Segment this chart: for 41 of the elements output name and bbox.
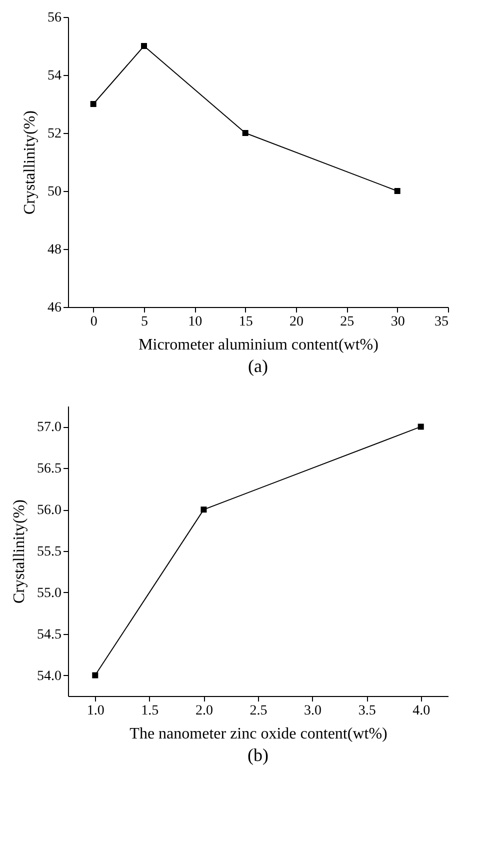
x-tick-label: 30 (390, 314, 405, 330)
point (394, 188, 400, 194)
y-tick-label: 50 (48, 184, 62, 200)
y-axis-title: Crystallinity(%) (22, 110, 38, 214)
point (90, 101, 96, 107)
point (92, 672, 98, 678)
x-tick-label: 25 (340, 314, 354, 330)
x-axis-title: The nanometer zinc oxide content(wt%) (130, 726, 388, 742)
y-tick-label: 57.0 (37, 420, 62, 436)
x-tick-label: 2.0 (195, 704, 213, 718)
x-tick-label: 3.5 (358, 704, 376, 718)
x-tick-label: 10 (188, 314, 202, 330)
y-tick-label: 54 (48, 68, 62, 84)
point (200, 506, 207, 513)
text: (b) (248, 745, 268, 765)
x-tick-label: 3.0 (304, 704, 322, 718)
point (418, 424, 424, 430)
point (242, 130, 248, 136)
y-tick-label: 52 (48, 126, 62, 142)
x-tick-label: 35 (434, 314, 448, 330)
x-tick-label: 4.0 (412, 704, 430, 718)
y-axis-title: Crystallinity(%) (11, 500, 28, 604)
x-tick-label: 2.5 (250, 704, 268, 718)
y-tick-label: 56.5 (37, 462, 62, 477)
x-tick-label: 20 (290, 314, 304, 330)
y-tick-label: 55.5 (37, 544, 62, 560)
y-tick-label: 56.0 (37, 503, 62, 518)
x-tick-label: 15 (238, 314, 253, 330)
y-tick-label: 46 (48, 300, 62, 316)
y-tick-label: 48 (48, 242, 62, 258)
y-tick-label: 55.0 (37, 586, 62, 601)
y-tick-label: 54.0 (37, 668, 62, 684)
y-tick-label: 56 (48, 10, 62, 26)
x-tick-label: 1.5 (141, 704, 159, 718)
y-tick-label: 54.5 (37, 627, 62, 642)
text: (a) (248, 356, 268, 376)
x-tick-label: 0 (90, 314, 98, 330)
x-tick-label: 5 (141, 314, 148, 330)
x-axis-title: Micrometer aluminium content(wt%) (138, 336, 378, 354)
x-tick-label: 1.0 (86, 704, 104, 718)
point (141, 43, 147, 49)
